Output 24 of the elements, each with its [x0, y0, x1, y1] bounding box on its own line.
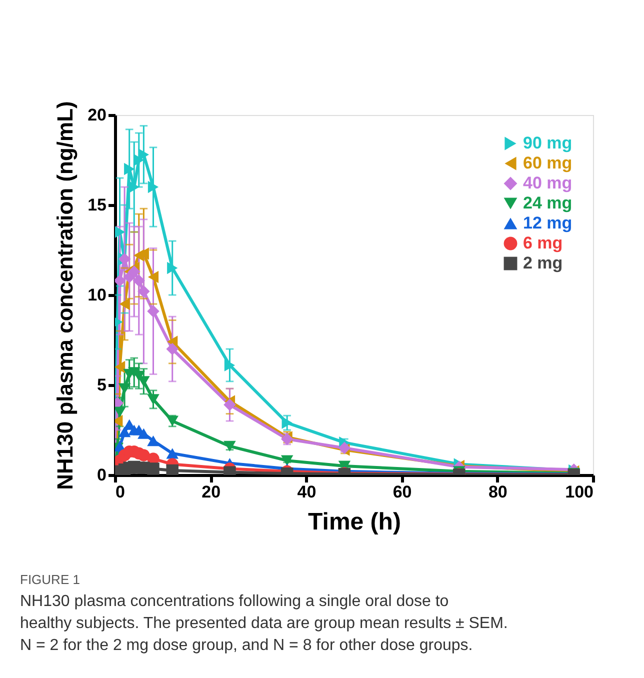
text: healthy subjects. The presented data are group mean results ± SEM.: [20, 615, 508, 632]
caption: FIGURE 1: [20, 572, 80, 587]
x-tick-label: 0: [116, 482, 125, 502]
y-axis-title: NH130 plasma concentration (ng/mL): [52, 101, 78, 490]
x-tick-label: 100: [565, 482, 594, 502]
legend-label: 6 mg: [523, 234, 563, 252]
legend-label: 12 mg: [523, 214, 572, 232]
x-tick-label: 60: [392, 482, 412, 502]
y-tick-label: 5: [97, 376, 106, 394]
x-tick-label: 80: [488, 482, 508, 502]
x-tick-label: 20: [202, 482, 221, 502]
legend-label: 40 mg: [523, 174, 572, 192]
legend-label: 60 mg: [523, 154, 572, 172]
legend-label: 24 mg: [523, 194, 572, 212]
legend-label: 90 mg: [523, 134, 572, 152]
text: N = 2 for the 2 mg dose group, and N = 8 for other dose groups.: [20, 637, 473, 654]
x-axis-title: Time (h): [308, 508, 401, 536]
x-tick-label: 40: [297, 482, 316, 502]
y-tick-label: 10: [88, 286, 106, 304]
text: NH130 plasma concentrations following a single oral dose to: [20, 593, 449, 610]
y-tick-label: 0: [97, 466, 106, 484]
y-tick-label: 15: [88, 196, 106, 214]
legend-label: 2 mg: [523, 254, 563, 272]
y-tick-label: 20: [88, 106, 106, 124]
